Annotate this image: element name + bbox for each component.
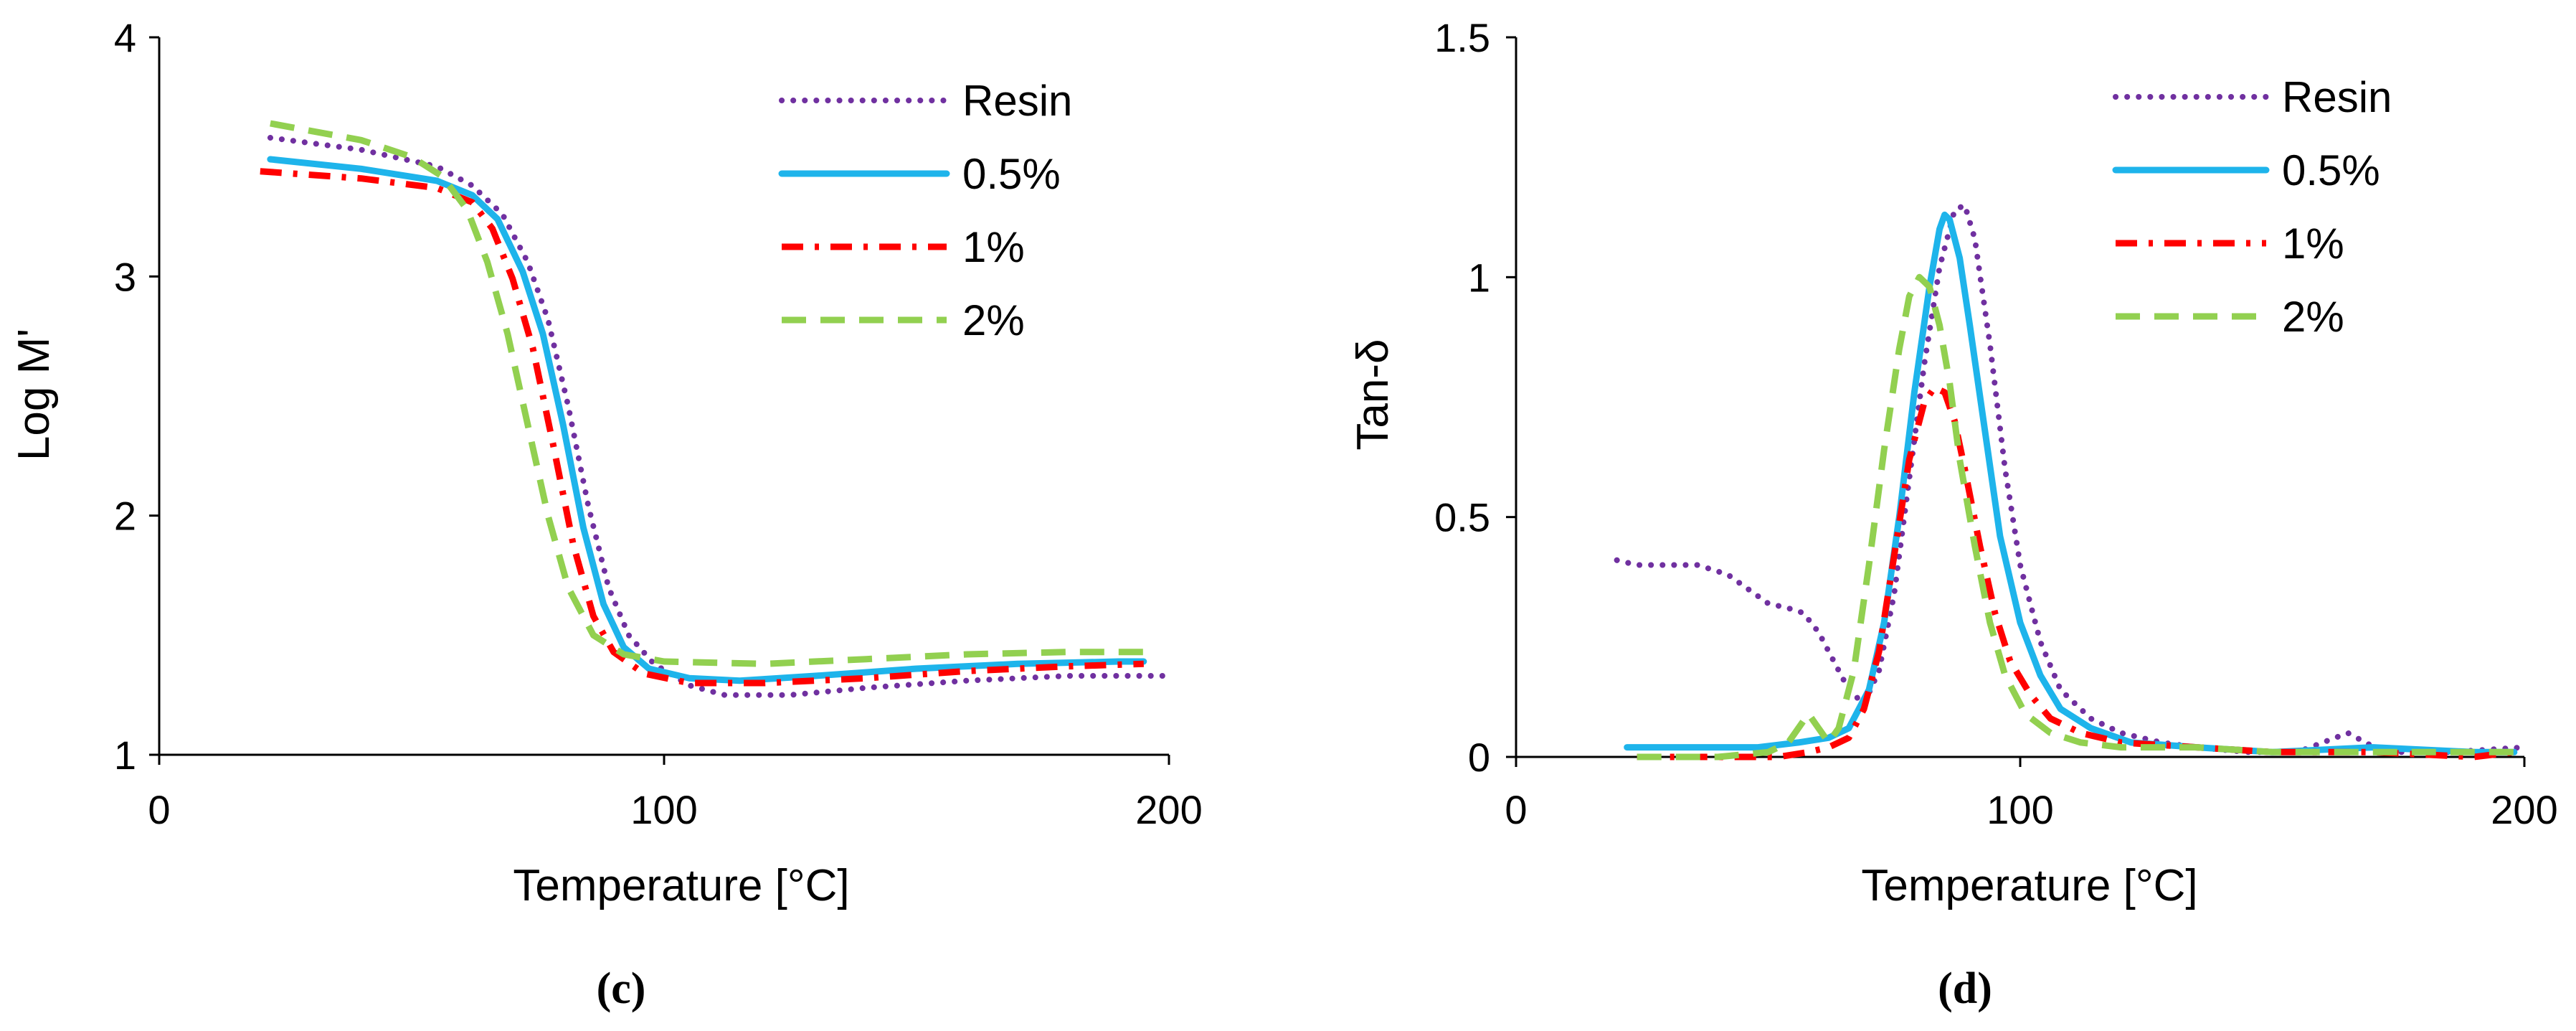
series-line-0-5 bbox=[1624, 211, 2518, 755]
legend-label: 0.5% bbox=[2282, 146, 2380, 194]
x-tick-label: 0 bbox=[1505, 787, 1527, 832]
legend-label: 1% bbox=[2282, 220, 2344, 268]
y-tick-label: 2 bbox=[114, 494, 136, 539]
chart-panel-d: 0 0.5 1 1.5 0 100 200 Temperature [°C] Tan-δ Resi… bbox=[1348, 15, 2558, 1013]
series-line-1 bbox=[260, 168, 1144, 687]
series-line-2 bbox=[1637, 273, 2514, 761]
series-line-resin bbox=[1614, 202, 2527, 755]
legend-label: 2% bbox=[2282, 293, 2344, 341]
legend-label: 2% bbox=[962, 296, 1025, 344]
y-tick-label: 1 bbox=[1468, 255, 1490, 300]
series-line-2 bbox=[270, 120, 1144, 667]
x-tick-label: 200 bbox=[2491, 787, 2557, 832]
y-tick-label: 0 bbox=[1468, 735, 1490, 780]
panel-label: (c) bbox=[597, 964, 646, 1013]
y-axis-title: Tan-δ bbox=[1348, 339, 1398, 450]
series-line-1 bbox=[1637, 384, 2515, 761]
x-tick-label: 200 bbox=[1135, 787, 1202, 832]
y-axis-title: Log M' bbox=[9, 329, 59, 461]
y-tick-label: 0.5 bbox=[1434, 495, 1490, 540]
legend-label: Resin bbox=[2282, 73, 2392, 121]
y-tick-label: 3 bbox=[114, 254, 136, 299]
y-tick-label: 1 bbox=[114, 733, 136, 778]
legend-label: 1% bbox=[962, 223, 1025, 271]
legend-label: Resin bbox=[962, 77, 1072, 125]
series-line-resin bbox=[267, 135, 1172, 698]
x-tick-label: 100 bbox=[1987, 787, 2053, 832]
x-axis-title: Temperature [°C] bbox=[1861, 861, 2197, 910]
x-tick-label: 100 bbox=[630, 787, 697, 832]
legend-label: 0.5% bbox=[962, 150, 1061, 198]
y-tick-label: 4 bbox=[114, 15, 136, 60]
x-axis-title: Temperature [°C] bbox=[513, 861, 849, 910]
legend: Resin 0.5% 1% 2% bbox=[2112, 73, 2392, 341]
x-tick-label: 0 bbox=[148, 787, 170, 832]
legend: Resin 0.5% 1% 2% bbox=[778, 77, 1072, 344]
series-line-0-5 bbox=[267, 156, 1147, 684]
panel-label: (d) bbox=[1938, 964, 1992, 1013]
chart-panel-c: 1 2 3 4 0 100 200 Temperature [°C] Log M' Resin 0.… bbox=[9, 15, 1203, 1013]
y-tick-label: 1.5 bbox=[1434, 15, 1490, 60]
